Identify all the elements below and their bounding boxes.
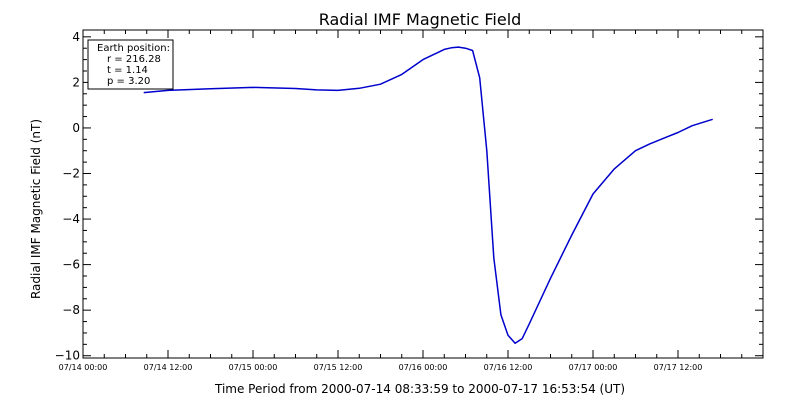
legend-r: r = 216.28 [107, 54, 161, 65]
y-tick-label: 0 [72, 121, 80, 135]
x-tick-label: 07/14 12:00 [144, 363, 193, 372]
x-axis: 07/14 00:00 07/14 12:00 07/15 00:00 07/15 1… [59, 30, 743, 372]
x-tick-label: 07/16 12:00 [484, 363, 533, 372]
x-tick-label: 07/14 00:00 [59, 363, 108, 372]
x-tick-label: 07/15 00:00 [229, 363, 278, 372]
x-tick-label: 07/17 00:00 [569, 363, 618, 372]
y-tick-label: −8 [62, 303, 80, 317]
plot-frame [82, 29, 764, 359]
x-tick-label: 07/16 00:00 [399, 363, 448, 372]
x-tick-label: 07/15 12:00 [314, 363, 363, 372]
legend-box: Earth position: r = 216.28 t = 1.14 p = … [87, 39, 174, 90]
y-tick-label: −2 [62, 167, 80, 181]
legend-frame [87, 39, 174, 90]
x-tick-label: 07/17 12:00 [654, 363, 703, 372]
y-tick-label: 2 [72, 75, 80, 89]
x-axis-label: Time Period from 2000-07-14 08:33:59 to … [214, 382, 625, 396]
y-tick-label: −4 [62, 212, 80, 226]
series-line [143, 46, 713, 344]
legend-heading: Earth position: [97, 43, 170, 54]
y-tick-label: −6 [62, 258, 80, 272]
y-axis: −10 −8 −6 −4 −2 0 2 4 [55, 30, 763, 363]
chart-title: Radial IMF Magnetic Field [319, 10, 522, 29]
y-axis-label: Radial IMF Magnetic Field (nT) [29, 119, 43, 299]
legend-t: t = 1.14 [107, 65, 148, 76]
y-tick-label: 4 [72, 30, 80, 44]
y-tick-label: −10 [55, 349, 80, 363]
legend-p: p = 3.20 [107, 76, 150, 87]
